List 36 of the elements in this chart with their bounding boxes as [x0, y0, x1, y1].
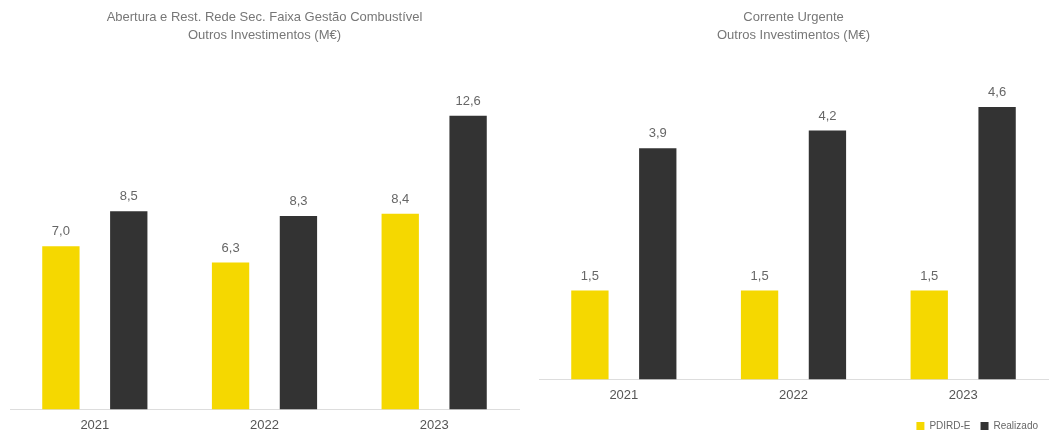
data-label: 1,5 [580, 267, 599, 283]
chart-subtitle: Outros Investimentos (M€) [716, 26, 871, 42]
data-label: 4,2 [818, 107, 837, 123]
data-label: 1,5 [920, 267, 939, 283]
x-tick-label: 2022 [779, 386, 808, 402]
x-tick-label: 2021 [80, 416, 110, 432]
chart-subtitle: Outros Investimentos (M€) [187, 26, 342, 42]
bar [42, 246, 80, 410]
bar [449, 115, 487, 410]
data-label: 6,3 [221, 239, 240, 255]
chart-title: Corrente Urgente [743, 9, 844, 25]
bar [381, 213, 419, 410]
data-label: 1,5 [750, 267, 769, 283]
x-tick-label: 2022 [250, 416, 279, 432]
data-label: 3,9 [648, 125, 667, 141]
legend-label: Realizado [993, 419, 1039, 431]
chart-title: Abertura e Rest. Rede Sec. Faixa Gestão Combustível [106, 9, 423, 25]
bar [211, 262, 250, 410]
bar [808, 130, 847, 380]
data-label: 12,6 [455, 92, 481, 108]
data-label: 4,6 [988, 83, 1007, 99]
bar [910, 290, 948, 380]
data-label: 8,3 [289, 193, 308, 209]
x-tick-label: 2023 [419, 416, 449, 432]
x-tick-label: 2023 [948, 386, 978, 402]
data-label: 8,4 [391, 190, 410, 206]
data-label: 8,5 [119, 188, 138, 204]
x-tick-label: 2021 [609, 386, 639, 402]
data-label: 7,0 [51, 223, 70, 239]
bar [639, 148, 677, 380]
legend-label: PDIRD-E [929, 419, 971, 431]
bar [978, 106, 1016, 380]
bar [571, 290, 609, 380]
bar [110, 211, 148, 410]
bar [740, 290, 779, 380]
bar [279, 216, 318, 410]
